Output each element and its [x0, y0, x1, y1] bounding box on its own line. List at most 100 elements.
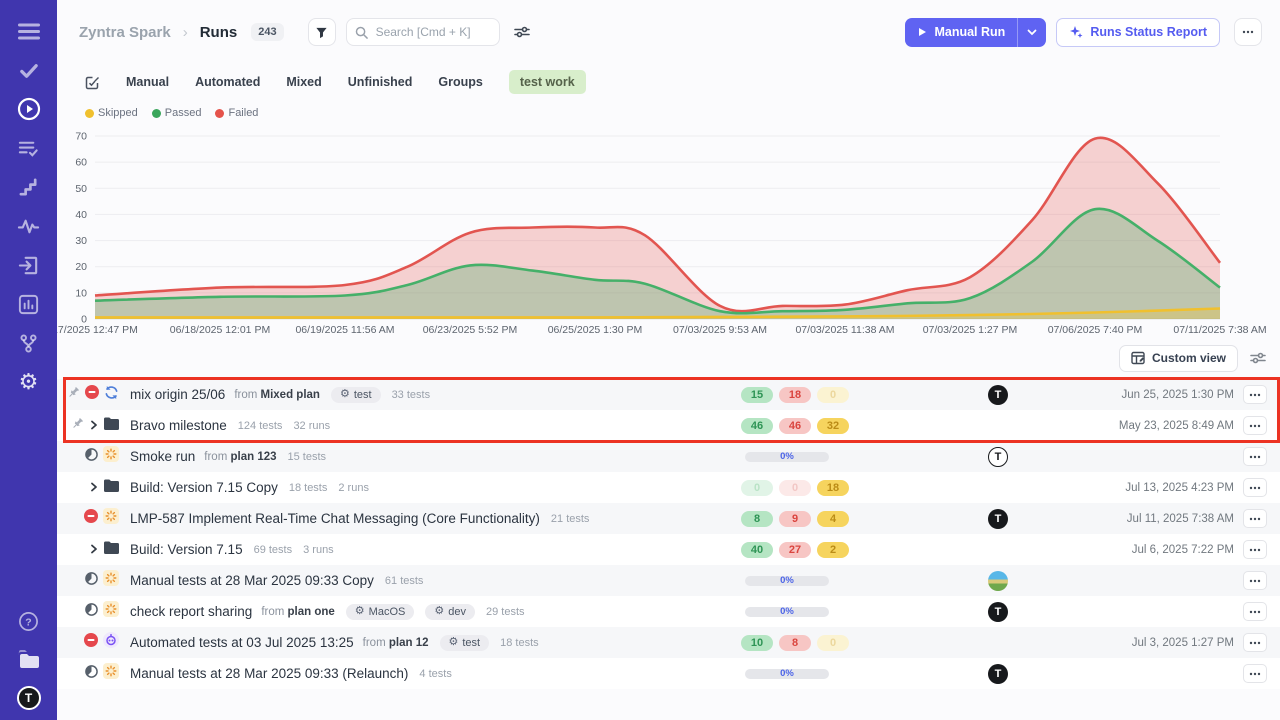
run-row[interactable]: LMP-587 Implement Real-Time Chat Messagi… [57, 503, 1280, 534]
config-badge: ⚙ dev [425, 603, 475, 620]
run-row[interactable]: Build: Version 7.15 69 tests 3 runs 40 27 2 Ju… [57, 534, 1280, 565]
svg-text:30: 30 [75, 235, 87, 247]
legend-dot-icon [151, 108, 161, 118]
svg-text:06/23/2025 5:52 PM: 06/23/2025 5:52 PM [423, 324, 518, 336]
row-menu-button[interactable] [1243, 602, 1267, 621]
failed-count: 18 [779, 386, 811, 403]
legend-passed: Passed [151, 107, 201, 119]
in-progress-status-icon [85, 664, 98, 683]
run-from-plan: from plan one [261, 605, 335, 618]
automated-run-icon [103, 632, 119, 653]
run-row[interactable]: Smoke run from plan 123 15 tests 0% T [57, 441, 1280, 472]
sidebar-bottom: ? T [0, 608, 57, 710]
skipped-count: 4 [817, 510, 849, 527]
activity-icon[interactable] [16, 213, 42, 239]
passed-count: 8 [741, 510, 773, 527]
filter-button[interactable] [307, 18, 336, 46]
row-leading-icons [67, 663, 119, 684]
failed-count: 0 [779, 479, 811, 496]
search-input[interactable] [373, 24, 484, 40]
row-menu-button[interactable] [1243, 509, 1267, 528]
chevron-down-icon [1027, 29, 1037, 36]
run-row[interactable]: Manual tests at 28 Mar 2025 09:33 Copy 61… [57, 565, 1280, 596]
run-title: Automated tests at 03 Jul 2025 13:25 [130, 635, 354, 650]
expand-chevron-icon[interactable] [89, 417, 99, 435]
passed-count: 10 [741, 634, 773, 651]
tab-groups[interactable]: Groups [438, 75, 483, 89]
svg-text:50: 50 [75, 183, 87, 195]
row-menu-button[interactable] [1243, 416, 1267, 435]
assignee-avatar[interactable]: T [988, 663, 1008, 684]
settings-icon[interactable]: ⚙ [18, 369, 39, 394]
tab-automated[interactable]: Automated [195, 75, 261, 89]
manual-run-dropdown[interactable] [1017, 17, 1046, 47]
svg-text:07/03/2025 11:38 AM: 07/03/2025 11:38 AM [795, 324, 894, 336]
row-menu-button[interactable] [1243, 633, 1267, 652]
expand-chevron-icon[interactable] [89, 541, 99, 559]
requirements-icon[interactable] [16, 252, 42, 278]
tests-count-label: 4 tests [419, 667, 452, 680]
assignee-avatar[interactable] [988, 570, 1008, 591]
expand-chevron-icon[interactable] [89, 479, 99, 497]
edit-views-icon[interactable] [85, 75, 100, 90]
column-settings-icon[interactable] [1250, 351, 1266, 365]
failed-count: 46 [779, 417, 811, 434]
run-title: Bravo milestone [130, 418, 227, 433]
search-box[interactable] [345, 18, 500, 46]
milestones-icon[interactable] [16, 174, 42, 200]
projects-icon[interactable] [16, 647, 42, 673]
tab-manual[interactable]: Manual [126, 75, 170, 89]
help-icon[interactable]: ? [16, 608, 42, 634]
tab-unfinished[interactable]: Unfinished [347, 75, 413, 89]
row-menu-button[interactable] [1243, 571, 1267, 590]
custom-view-button[interactable]: Custom view [1118, 344, 1238, 372]
run-row[interactable]: Build: Version 7.15 Copy 18 tests 2 runs 0 0… [57, 472, 1280, 503]
reports-icon[interactable] [16, 291, 42, 317]
run-row[interactable]: Bravo milestone 124 tests 32 runs 46 46 32 May… [57, 410, 1280, 441]
assignee-avatar[interactable]: T [988, 384, 1008, 405]
runs-status-report-button[interactable]: Runs Status Report [1056, 17, 1220, 47]
assignee-avatar[interactable]: T [988, 508, 1008, 529]
row-menu-button[interactable] [1243, 478, 1267, 497]
svg-text:70: 70 [75, 131, 87, 143]
test-runs-icon[interactable] [16, 96, 42, 122]
user-avatar[interactable]: T [16, 686, 41, 710]
row-menu-button[interactable] [1243, 664, 1267, 683]
passed-count: 0 [741, 479, 773, 496]
more-actions-button[interactable] [1234, 18, 1262, 46]
run-date: Jun 25, 2025 1:30 PM [1121, 388, 1234, 401]
tab-mixed[interactable]: Mixed [286, 75, 322, 89]
chart-legend: Skipped Passed Failed [57, 100, 1280, 124]
test-plans-icon[interactable] [16, 135, 42, 161]
display-settings-icon[interactable] [513, 25, 530, 39]
test-cases-icon[interactable] [16, 57, 42, 83]
run-row[interactable]: Automated tests at 03 Jul 2025 13:25 from… [57, 627, 1280, 658]
failed-status-icon [84, 509, 98, 528]
menu-icon[interactable] [16, 18, 42, 44]
breadcrumb-project[interactable]: Zyntra Spark [79, 23, 171, 41]
passed-count: 46 [741, 417, 773, 434]
assignee-avatar[interactable]: T [988, 446, 1008, 467]
row-leading-icons [67, 385, 119, 405]
run-row[interactable]: check report sharing from plan one ⚙ MacOS ⚙… [57, 596, 1280, 627]
progress-bar: 0% [745, 575, 829, 586]
run-row[interactable]: mix origin 25/06 from Mixed plan ⚙ test 33 t… [57, 379, 1280, 410]
tab-test-work[interactable]: test work [508, 70, 586, 94]
failed-count: 27 [779, 541, 811, 558]
run-row[interactable]: Manual tests at 28 Mar 2025 09:33 (Relau… [57, 658, 1280, 689]
run-title: Manual tests at 28 Mar 2025 09:33 Copy [130, 573, 374, 588]
row-leading-icons [67, 479, 119, 497]
row-menu-button[interactable] [1243, 447, 1267, 466]
config-badge: ⚙ test [439, 634, 490, 651]
progress-bar: 0% [745, 451, 829, 462]
topbar: Zyntra Spark › Runs 243 Manual Run Runs … [57, 0, 1280, 64]
legend-skipped: Skipped [85, 107, 138, 119]
progress-bar: 0% [745, 668, 829, 679]
skipped-count: 0 [817, 386, 849, 403]
row-menu-button[interactable] [1243, 540, 1267, 559]
runs-count-label: 32 runs [293, 419, 331, 432]
manual-run-button[interactable]: Manual Run [905, 17, 1047, 47]
assignee-avatar[interactable]: T [988, 601, 1008, 622]
row-menu-button[interactable] [1243, 385, 1267, 404]
integrations-icon[interactable] [16, 330, 42, 356]
